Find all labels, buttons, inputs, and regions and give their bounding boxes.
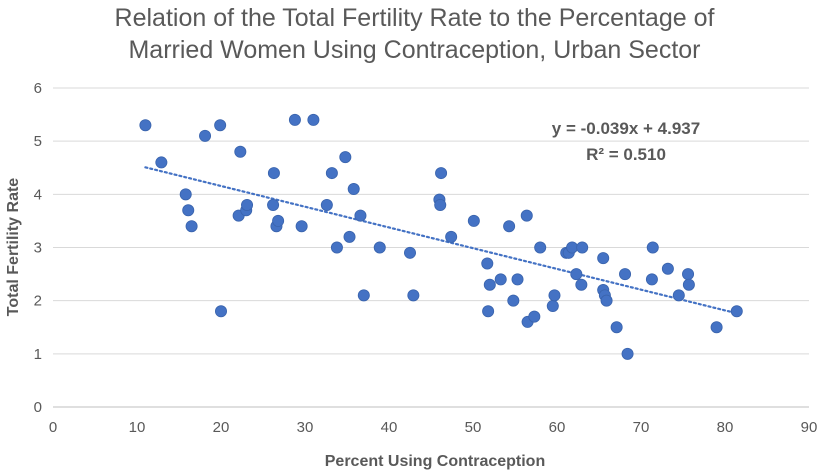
data-point: [407, 289, 420, 302]
data-point: [520, 209, 533, 222]
y-tick-label: 2: [34, 293, 42, 310]
data-point: [511, 273, 524, 286]
x-tick-label: 50: [465, 419, 482, 436]
data-point: [267, 198, 280, 211]
data-point: [214, 119, 227, 132]
x-axis-ticks: 0 10 20 30 40 50 60 70 80 90: [49, 419, 818, 436]
data-point: [546, 299, 559, 312]
data-point: [241, 198, 254, 211]
data-points: [139, 113, 743, 360]
data-point: [155, 156, 168, 169]
y-tick-label: 3: [34, 240, 42, 257]
y-axis-title: Total Fertility Rate: [5, 178, 22, 316]
data-point: [661, 262, 674, 275]
chart-title-line-2: Married Women Using Contraception, Urban…: [128, 36, 701, 64]
trendline: [144, 166, 738, 315]
data-point: [214, 305, 227, 318]
data-point: [621, 347, 634, 360]
data-point: [267, 167, 280, 180]
data-point: [307, 113, 320, 126]
data-point: [320, 198, 333, 211]
data-point: [139, 119, 152, 132]
data-point: [234, 145, 247, 158]
data-point: [682, 278, 695, 291]
data-point: [343, 230, 356, 243]
data-point: [330, 241, 343, 254]
data-point: [730, 305, 743, 318]
data-point: [434, 198, 447, 211]
data-point: [199, 129, 212, 142]
data-point: [185, 220, 198, 233]
x-tick-label: 90: [801, 419, 818, 436]
data-point: [672, 289, 685, 302]
data-point: [357, 289, 370, 302]
data-point: [482, 305, 495, 318]
data-point: [682, 268, 695, 281]
data-point: [575, 278, 588, 291]
data-point: [619, 268, 632, 281]
x-tick-label: 60: [549, 419, 566, 436]
x-tick-label: 20: [213, 419, 230, 436]
data-point: [576, 241, 589, 254]
data-point: [483, 278, 496, 291]
data-point: [710, 321, 723, 334]
data-point: [548, 289, 561, 302]
data-point: [600, 294, 613, 307]
data-point: [645, 273, 658, 286]
data-point: [272, 214, 285, 227]
x-tick-label: 10: [129, 419, 146, 436]
x-tick-label: 40: [381, 419, 398, 436]
data-point: [339, 151, 352, 164]
x-tick-label: 80: [717, 419, 734, 436]
data-point: [403, 246, 416, 259]
data-point: [182, 204, 195, 217]
data-point: [494, 273, 507, 286]
x-tick-label: 30: [297, 419, 314, 436]
x-tick-label: 0: [49, 419, 57, 436]
y-tick-label: 4: [34, 186, 42, 203]
chart-title-line-1: Relation of the Total Fertility Rate to …: [114, 4, 715, 32]
gridlines: [53, 87, 809, 408]
data-point: [295, 220, 308, 233]
data-point: [373, 241, 386, 254]
data-point: [467, 214, 480, 227]
data-point: [481, 257, 494, 270]
y-axis-ticks: 0 1 2 3 4 5 6: [34, 80, 42, 416]
data-point: [354, 209, 367, 222]
data-point: [528, 310, 541, 323]
data-point: [347, 183, 360, 196]
data-point: [503, 220, 516, 233]
data-point: [534, 241, 547, 254]
data-point: [646, 241, 659, 254]
data-point: [566, 241, 579, 254]
data-point: [435, 167, 448, 180]
data-point: [288, 113, 301, 126]
data-point: [507, 294, 520, 307]
data-point: [179, 188, 192, 201]
y-tick-label: 6: [34, 80, 42, 97]
x-tick-label: 70: [633, 419, 650, 436]
data-point: [325, 167, 338, 180]
x-axis-title: Percent Using Contraception: [325, 453, 545, 470]
chart-title: Relation of the Total Fertility Rate to …: [0, 2, 829, 66]
data-point: [445, 230, 458, 243]
y-tick-label: 1: [34, 346, 42, 363]
data-point: [610, 321, 623, 334]
y-tick-label: 0: [34, 399, 42, 416]
y-tick-label: 5: [34, 133, 42, 150]
trendline-equation-label: y = -0.039x + 4.937: [552, 119, 700, 138]
trendline-group: [144, 166, 738, 315]
data-point: [597, 252, 610, 265]
data-point: [570, 268, 583, 281]
r-squared-label: R² = 0.510: [586, 145, 666, 164]
